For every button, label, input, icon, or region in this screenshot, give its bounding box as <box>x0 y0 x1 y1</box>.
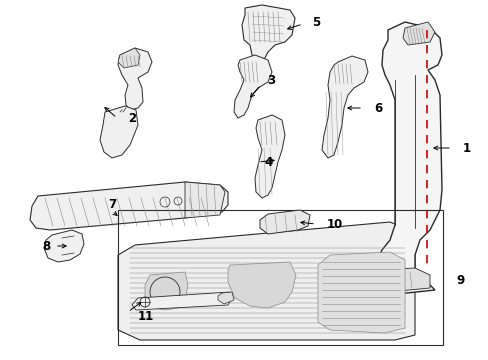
Text: 6: 6 <box>373 102 382 114</box>
Polygon shape <box>100 106 138 158</box>
Polygon shape <box>184 182 224 218</box>
Bar <box>118 210 442 345</box>
Polygon shape <box>374 268 429 292</box>
Text: 9: 9 <box>455 274 463 287</box>
Text: 2: 2 <box>128 112 136 125</box>
Polygon shape <box>118 222 414 340</box>
Polygon shape <box>374 22 441 295</box>
Polygon shape <box>118 48 140 68</box>
Polygon shape <box>145 272 187 310</box>
Polygon shape <box>30 182 227 230</box>
Polygon shape <box>260 210 309 234</box>
Text: 4: 4 <box>264 156 272 168</box>
Polygon shape <box>132 292 231 310</box>
Text: 3: 3 <box>266 73 275 86</box>
Polygon shape <box>234 55 271 118</box>
Text: 8: 8 <box>42 239 50 252</box>
Polygon shape <box>317 252 404 333</box>
Polygon shape <box>218 292 234 304</box>
Polygon shape <box>118 48 152 110</box>
Polygon shape <box>402 22 434 45</box>
Text: 7: 7 <box>108 198 116 211</box>
Text: 10: 10 <box>326 217 343 230</box>
Text: 11: 11 <box>138 310 154 323</box>
Polygon shape <box>254 115 285 198</box>
Polygon shape <box>44 230 84 262</box>
Polygon shape <box>242 5 294 60</box>
Polygon shape <box>321 56 367 158</box>
Text: 5: 5 <box>311 15 320 28</box>
Text: 1: 1 <box>462 141 470 154</box>
Polygon shape <box>227 262 295 308</box>
